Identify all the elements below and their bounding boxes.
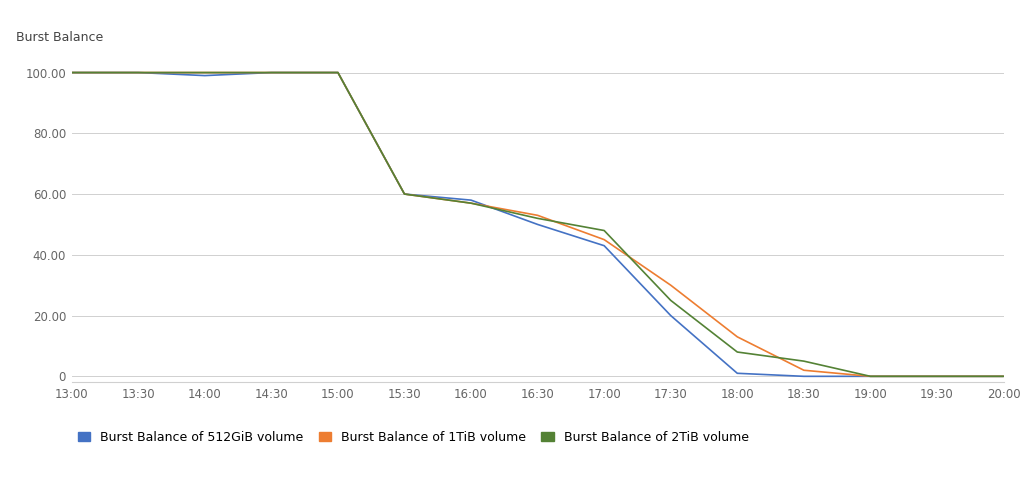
Burst Balance of 512GiB volume <box>332 70 344 76</box>
Burst Balance of 1TiB volume <box>864 373 877 379</box>
Burst Balance of 512GiB volume <box>864 373 877 379</box>
Burst Balance of 2TiB volume <box>931 373 943 379</box>
Burst Balance of 1TiB volume <box>931 373 943 379</box>
Burst Balance of 512GiB volume <box>997 373 1010 379</box>
Burst Balance of 1TiB volume <box>332 70 344 76</box>
Line: Burst Balance of 512GiB volume: Burst Balance of 512GiB volume <box>72 73 1004 376</box>
Burst Balance of 2TiB volume <box>598 228 610 233</box>
Burst Balance of 512GiB volume <box>665 313 677 318</box>
Burst Balance of 512GiB volume <box>598 243 610 249</box>
Burst Balance of 2TiB volume <box>997 373 1010 379</box>
Burst Balance of 1TiB volume <box>398 191 411 197</box>
Burst Balance of 1TiB volume <box>531 212 544 218</box>
Burst Balance of 2TiB volume <box>265 70 278 76</box>
Burst Balance of 512GiB volume <box>731 370 743 376</box>
Burst Balance of 512GiB volume <box>798 373 810 379</box>
Burst Balance of 1TiB volume <box>731 334 743 340</box>
Burst Balance of 512GiB volume <box>66 70 78 76</box>
Burst Balance of 2TiB volume <box>66 70 78 76</box>
Burst Balance of 1TiB volume <box>465 200 477 206</box>
Burst Balance of 1TiB volume <box>199 70 211 76</box>
Burst Balance of 2TiB volume <box>798 358 810 364</box>
Burst Balance of 2TiB volume <box>465 200 477 206</box>
Burst Balance of 2TiB volume <box>531 216 544 221</box>
Burst Balance of 1TiB volume <box>132 70 144 76</box>
Burst Balance of 1TiB volume <box>66 70 78 76</box>
Burst Balance of 1TiB volume <box>798 368 810 373</box>
Burst Balance of 1TiB volume <box>265 70 278 76</box>
Burst Balance of 2TiB volume <box>864 373 877 379</box>
Burst Balance of 2TiB volume <box>332 70 344 76</box>
Line: Burst Balance of 1TiB volume: Burst Balance of 1TiB volume <box>72 73 1004 376</box>
Line: Burst Balance of 2TiB volume: Burst Balance of 2TiB volume <box>72 73 1004 376</box>
Text: Burst Balance: Burst Balance <box>15 32 103 44</box>
Burst Balance of 512GiB volume <box>398 191 411 197</box>
Burst Balance of 2TiB volume <box>199 70 211 76</box>
Burst Balance of 512GiB volume <box>931 373 943 379</box>
Burst Balance of 512GiB volume <box>265 70 278 76</box>
Burst Balance of 512GiB volume <box>199 73 211 78</box>
Burst Balance of 2TiB volume <box>665 297 677 303</box>
Burst Balance of 1TiB volume <box>598 237 610 242</box>
Burst Balance of 512GiB volume <box>465 197 477 203</box>
Burst Balance of 1TiB volume <box>997 373 1010 379</box>
Burst Balance of 2TiB volume <box>731 349 743 355</box>
Burst Balance of 2TiB volume <box>398 191 411 197</box>
Burst Balance of 1TiB volume <box>665 282 677 288</box>
Legend: Burst Balance of 512GiB volume, Burst Balance of 1TiB volume, Burst Balance of 2: Burst Balance of 512GiB volume, Burst Ba… <box>78 431 749 444</box>
Burst Balance of 2TiB volume <box>132 70 144 76</box>
Burst Balance of 512GiB volume <box>531 222 544 228</box>
Burst Balance of 512GiB volume <box>132 70 144 76</box>
